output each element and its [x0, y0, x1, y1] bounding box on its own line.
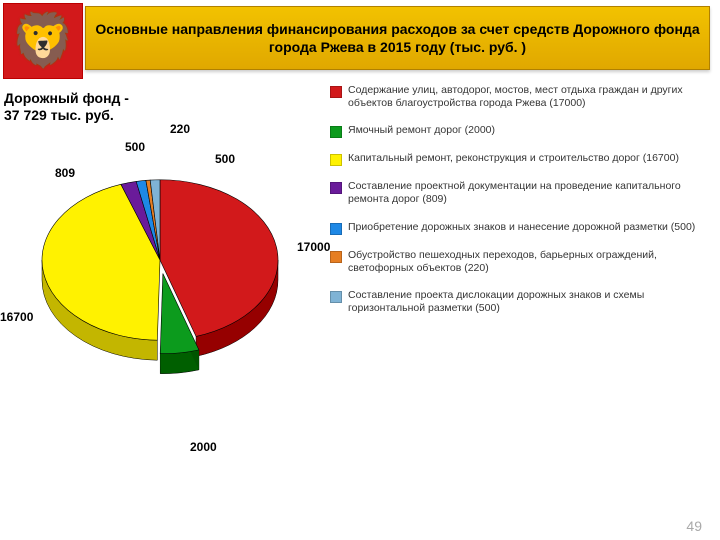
legend-swatch [330, 154, 342, 166]
pie-chart [20, 140, 300, 420]
legend-label: Составление проектной документации на пр… [348, 180, 710, 206]
value-callout: 17000 [297, 240, 330, 254]
header-banner: 🦁 Основные направления финансирования ра… [0, 0, 720, 80]
legend-swatch [330, 291, 342, 303]
fund-total-line2: 37 729 тыс. руб. [4, 107, 129, 124]
legend-label: Содержание улиц, автодорог, мостов, мест… [348, 84, 710, 110]
value-callout: 809 [55, 166, 75, 180]
page-title: Основные направления финансирования расх… [86, 20, 709, 56]
legend-label: Ямочный ремонт дорог (2000) [348, 124, 495, 138]
legend-label: Капитальный ремонт, реконструкция и стро… [348, 152, 679, 166]
legend-item: Приобретение дорожных знаков и нанесение… [330, 221, 710, 235]
legend-swatch [330, 126, 342, 138]
title-bar: Основные направления финансирования расх… [85, 6, 710, 70]
legend-swatch [330, 223, 342, 235]
lion-icon: 🦁 [11, 15, 76, 67]
legend-item: Обустройство пешеходных переходов, барье… [330, 249, 710, 275]
fund-total-label: Дорожный фонд - 37 729 тыс. руб. [4, 90, 129, 124]
fund-total-line1: Дорожный фонд - [4, 90, 129, 107]
coat-of-arms: 🦁 [3, 3, 83, 79]
legend-swatch [330, 86, 342, 98]
legend-label: Обустройство пешеходных переходов, барье… [348, 249, 710, 275]
value-callout: 2000 [190, 440, 217, 454]
legend-label: Приобретение дорожных знаков и нанесение… [348, 221, 695, 235]
legend-item: Капитальный ремонт, реконструкция и стро… [330, 152, 710, 166]
pie-svg [20, 140, 320, 450]
legend-item: Ямочный ремонт дорог (2000) [330, 124, 710, 138]
legend-swatch [330, 182, 342, 194]
value-callout: 220 [170, 122, 190, 136]
content-area: Дорожный фонд - 37 729 тыс. руб. 220 500 5… [0, 80, 720, 540]
legend-item: Составление проекта дислокации дорожных … [330, 289, 710, 315]
legend-item: Содержание улиц, автодорог, мостов, мест… [330, 84, 710, 110]
legend: Содержание улиц, автодорог, мостов, мест… [330, 84, 710, 329]
value-callout: 16700 [0, 310, 33, 324]
legend-label: Составление проекта дислокации дорожных … [348, 289, 710, 315]
value-callout: 500 [215, 152, 235, 166]
legend-item: Составление проектной документации на пр… [330, 180, 710, 206]
page-number: 49 [686, 518, 702, 534]
legend-swatch [330, 251, 342, 263]
value-callout: 500 [125, 140, 145, 154]
